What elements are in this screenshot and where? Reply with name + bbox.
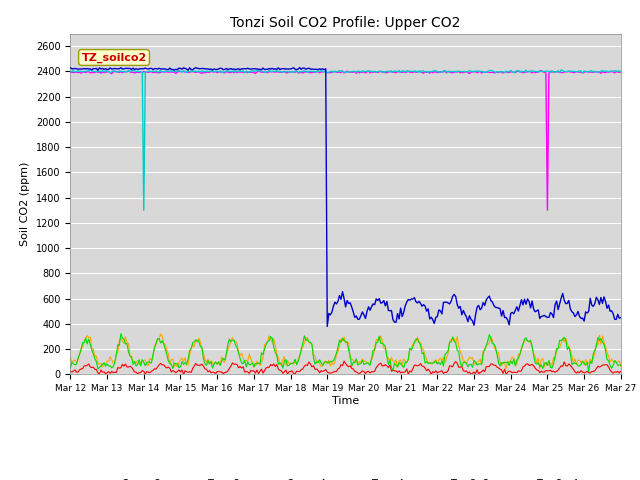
Text: TZ_soilco2: TZ_soilco2 [81, 52, 147, 62]
Title: Tonzi Soil CO2 Profile: Upper CO2: Tonzi Soil CO2 Profile: Upper CO2 [230, 16, 461, 30]
Legend: Open -2cm, Tree -2cm, Open -4cm, Tree -4cm, Tree2 -2cm, Tree2 - 4cm: Open -2cm, Tree -2cm, Open -4cm, Tree -4… [94, 475, 597, 480]
Y-axis label: Soil CO2 (ppm): Soil CO2 (ppm) [20, 162, 30, 246]
X-axis label: Time: Time [332, 396, 359, 406]
